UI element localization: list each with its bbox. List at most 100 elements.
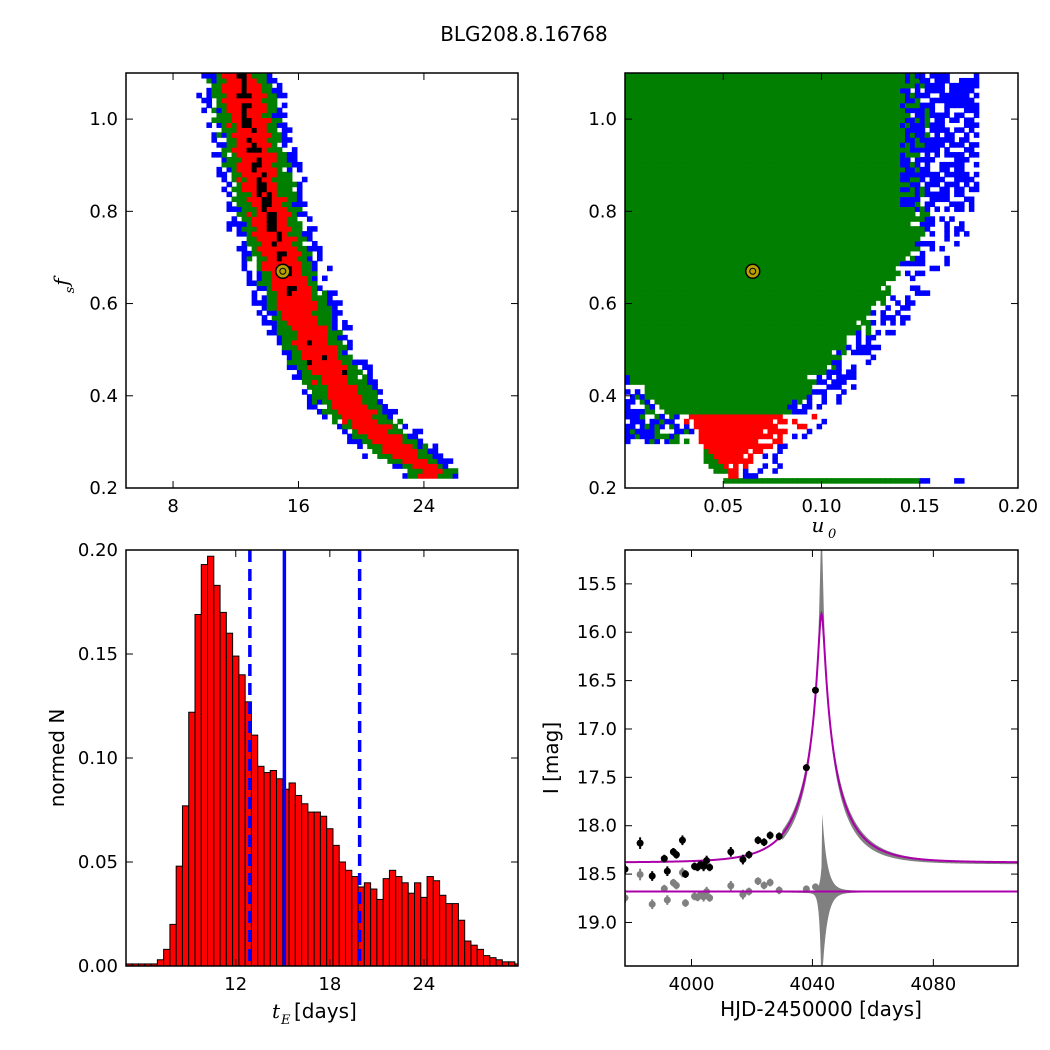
heat-cell-green bbox=[900, 216, 906, 222]
heat-cell-green bbox=[659, 265, 665, 272]
heat-cell-green bbox=[870, 147, 877, 153]
heat-cell-green bbox=[679, 260, 685, 267]
heat-cell-green bbox=[747, 240, 754, 247]
heat-cell-green bbox=[885, 181, 891, 188]
heat-cell-green bbox=[679, 171, 685, 178]
heat-cell-green bbox=[674, 236, 680, 242]
heat-cell-green bbox=[447, 473, 454, 479]
heat-cell-green bbox=[880, 280, 886, 287]
heat-cell-blue bbox=[865, 349, 872, 356]
heat-cell-green bbox=[679, 245, 685, 252]
heat-cell-green bbox=[841, 231, 847, 237]
heat-cell-green bbox=[875, 176, 882, 183]
heat-cell-red bbox=[367, 413, 373, 420]
heat-cell-green bbox=[674, 300, 680, 306]
heat-cell-green bbox=[246, 191, 253, 198]
heat-cell-green bbox=[693, 171, 700, 178]
heat-cell-green bbox=[679, 107, 685, 114]
heat-cell-blue bbox=[939, 216, 945, 222]
heat-cell-blue bbox=[639, 428, 646, 435]
heat-cell-green bbox=[836, 122, 842, 128]
heat-cell-blue bbox=[266, 73, 273, 79]
heat-cell-red bbox=[301, 315, 308, 321]
heat-cell-blue bbox=[311, 404, 318, 410]
heat-cell-green bbox=[679, 329, 685, 336]
heat-cell-green bbox=[747, 206, 754, 212]
heat-cell-green bbox=[860, 280, 867, 287]
heat-cell-red bbox=[246, 142, 253, 148]
heat-cell-green bbox=[737, 280, 744, 287]
heat-cell-red bbox=[342, 404, 348, 410]
heat-cell-green bbox=[281, 156, 288, 163]
heat-cell-green bbox=[703, 161, 710, 168]
heat-cell-green bbox=[226, 127, 233, 133]
heat-cell-green bbox=[737, 142, 744, 148]
heat-cell-green bbox=[644, 324, 651, 331]
heat-cell-green bbox=[831, 275, 837, 282]
heat-cell-green bbox=[688, 191, 695, 198]
heat-cell-green bbox=[625, 152, 631, 158]
heat-cell-green bbox=[885, 285, 891, 291]
heat-cell-red bbox=[301, 344, 308, 351]
heat-cell-green bbox=[688, 305, 695, 311]
heat-cell-red bbox=[767, 413, 773, 420]
heat-cell-green bbox=[777, 211, 783, 217]
heat-cell-blue bbox=[959, 137, 965, 143]
heat-cell-blue bbox=[909, 285, 916, 291]
heat-cell-green bbox=[703, 339, 710, 346]
heat-cell-green bbox=[836, 221, 842, 227]
heat-cell-green bbox=[392, 423, 398, 430]
heat-cell-red bbox=[306, 290, 313, 296]
heat-cell-green bbox=[811, 240, 818, 247]
heat-cell-green bbox=[342, 354, 348, 361]
heat-cell-green bbox=[801, 255, 808, 262]
heat-cell-green bbox=[708, 369, 715, 375]
heat-cell-red bbox=[362, 423, 368, 430]
heat-cell-green bbox=[836, 137, 842, 143]
heat-cell-green bbox=[870, 275, 877, 282]
heat-cell-blue bbox=[919, 290, 926, 296]
heat-cell-green bbox=[629, 428, 636, 435]
heat-cell-blue bbox=[201, 73, 208, 79]
heat-cell-green bbox=[742, 334, 749, 341]
heat-cell-green bbox=[311, 290, 318, 296]
heat-cell-green bbox=[669, 137, 675, 143]
heat-cell-green bbox=[787, 270, 793, 277]
heat-cell-green bbox=[639, 156, 646, 163]
heat-cell-green bbox=[718, 404, 724, 410]
heat-cell-blue bbox=[266, 320, 273, 326]
heat-cell-red bbox=[332, 374, 338, 380]
heat-cell-green bbox=[860, 231, 867, 237]
heat-cell-green bbox=[669, 231, 675, 237]
heat-cell-green bbox=[850, 231, 857, 237]
heat-cell-green bbox=[669, 280, 675, 287]
heat-cell-green bbox=[683, 320, 690, 326]
heat-cell-green bbox=[890, 260, 896, 267]
heat-cell-blue bbox=[850, 349, 857, 356]
heat-cell-green bbox=[737, 161, 744, 168]
heat-cell-green bbox=[816, 344, 823, 351]
heat-cell-green bbox=[664, 265, 670, 272]
heat-cell-green bbox=[762, 206, 769, 212]
heat-cell-green bbox=[316, 389, 323, 395]
heat-cell-red bbox=[271, 206, 278, 212]
heat-cell-blue bbox=[850, 374, 857, 380]
heat-cell-red bbox=[397, 453, 404, 459]
heat-cell-green bbox=[841, 280, 847, 287]
heat-cell-green bbox=[806, 156, 813, 163]
heat-cell-green bbox=[890, 211, 896, 217]
heat-cell-green bbox=[806, 196, 813, 203]
heat-cell-green bbox=[752, 236, 759, 242]
heat-cell-green bbox=[639, 315, 646, 321]
heat-cell-green bbox=[816, 354, 823, 361]
heat-cell-black bbox=[276, 231, 283, 237]
heat-cell-green bbox=[703, 226, 710, 232]
heat-cell-green bbox=[693, 147, 700, 153]
heat-cell-green bbox=[362, 389, 368, 395]
heat-cell-green bbox=[688, 137, 695, 143]
heat-cell-green bbox=[437, 463, 444, 469]
heat-cell-blue bbox=[296, 161, 303, 168]
heat-cell-green bbox=[281, 344, 288, 351]
heat-cell-green bbox=[625, 305, 631, 311]
heat-cell-green bbox=[659, 122, 665, 128]
